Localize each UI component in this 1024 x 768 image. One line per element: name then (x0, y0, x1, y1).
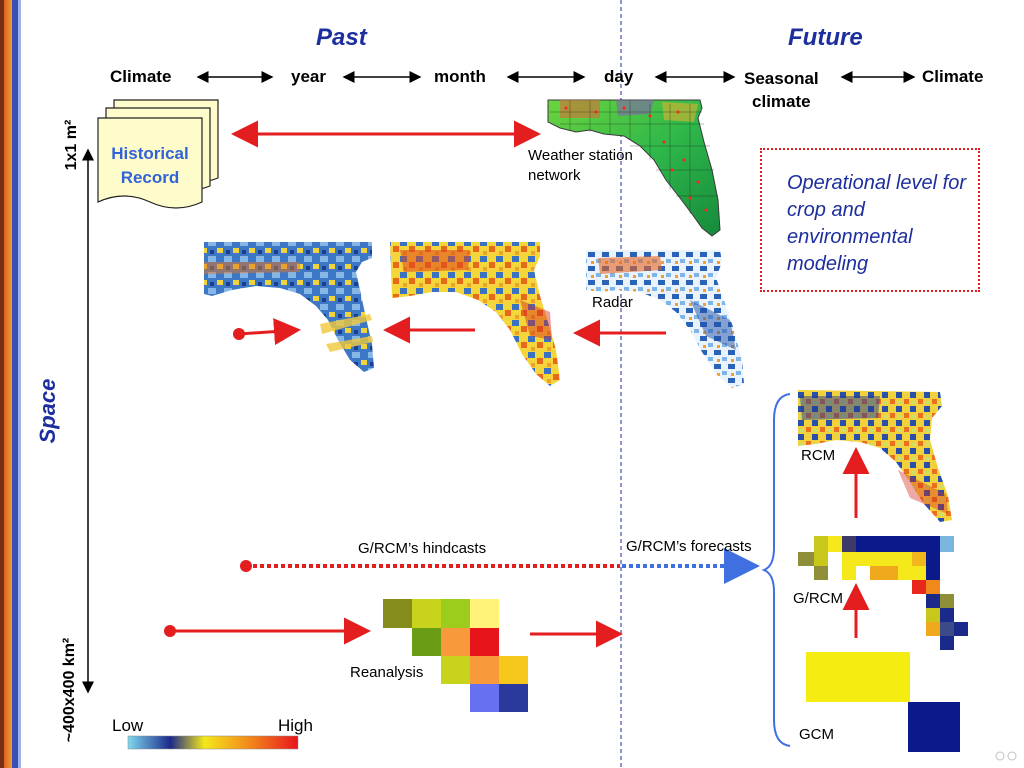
side-stripe-blue (12, 0, 18, 768)
timescale-climate-right: Climate (922, 67, 984, 86)
legend-high-label: High (278, 716, 313, 735)
past-header: Past (316, 24, 367, 51)
rcm-label: RCM (801, 447, 836, 464)
space-axis-arrow (82, 148, 94, 694)
reanalysis-label: Reanalysis (350, 664, 424, 681)
radar-map (586, 250, 744, 388)
weather-station-label: Weather station network (528, 146, 633, 186)
corner-page-icons (995, 751, 1017, 761)
arrow-year-map (238, 318, 301, 346)
reanalysis-grid (383, 599, 528, 712)
rcm-map (798, 390, 952, 522)
historical-record-label: Historical Record (98, 142, 202, 190)
operational-note-text: Operational level for crop and environme… (787, 172, 966, 275)
radar-label: Radar (592, 294, 633, 311)
timescale-seasonal-line2: climate (752, 92, 811, 111)
hindcasts-label: G/RCM’s hindcasts (358, 540, 487, 557)
timescale-climate-left: Climate (110, 67, 172, 86)
side-stripe-orange (4, 0, 12, 768)
forecasts-label: G/RCM’s forecasts (626, 538, 752, 555)
historical-record-line2: Record (120, 168, 180, 187)
legend-low-label: Low (112, 716, 144, 735)
gcm-label: GCM (799, 726, 834, 743)
timescale-seasonal-line1: Seasonal (744, 69, 819, 88)
side-stripe-light (18, 0, 21, 768)
weather-station-line2: network (528, 167, 581, 184)
timescale-month: month (434, 67, 486, 86)
timescale-day: day (604, 67, 634, 86)
future-header: Future (788, 24, 863, 51)
weather-station-map (547, 99, 721, 237)
grcm-label: G/RCM (793, 590, 843, 607)
operational-note-box: Operational level for crop and environme… (760, 148, 980, 292)
weather-station-line1: Weather station (528, 147, 633, 164)
past-month-map (390, 242, 560, 386)
gcm-grid (806, 652, 960, 752)
historical-record-line1: Historical (111, 144, 189, 163)
timescale-arrows (196, 71, 916, 83)
historical-record-documents (97, 99, 219, 209)
side-stripe-dark (0, 0, 4, 768)
past-year-map (204, 242, 374, 372)
timescale-seasonal: Seasonal climate (744, 67, 819, 113)
legend-color-bar (127, 735, 299, 750)
timescale-year: year (291, 67, 326, 86)
future-models-brace (761, 393, 791, 747)
grcm-grid (798, 536, 968, 650)
